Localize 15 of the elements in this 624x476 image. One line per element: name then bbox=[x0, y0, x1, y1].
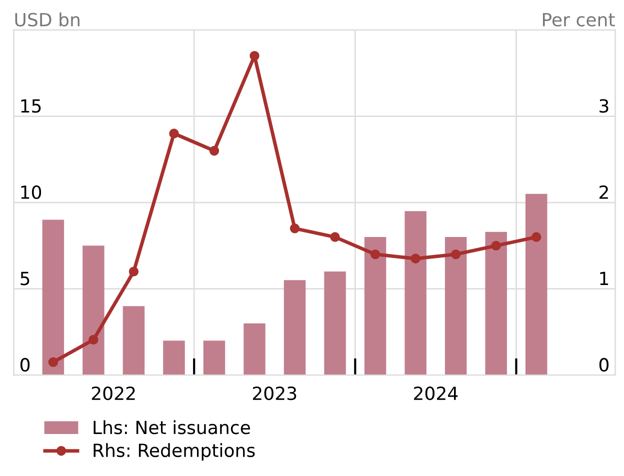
y-tick-label: 15 bbox=[21, 99, 41, 113]
y-tick-label: 5 bbox=[20, 272, 30, 286]
y-tick-label: 0 bbox=[20, 358, 30, 372]
y2-tick-label: 3 bbox=[600, 99, 608, 113]
y2-tick-label: 2 bbox=[600, 185, 608, 199]
y2-axis-title: Per cent bbox=[542, 13, 615, 26]
x-tick-label: 2022 bbox=[92, 386, 135, 400]
x-tick-label: 2024 bbox=[414, 386, 458, 400]
y2-tick-label: 1 bbox=[600, 272, 608, 286]
y-tick-label: 10 bbox=[21, 185, 42, 200]
y2-tick-label: 0 bbox=[599, 358, 609, 372]
x-tick-label: 2023 bbox=[252, 386, 296, 400]
legend-label: Lhs: Net issuance bbox=[94, 420, 250, 434]
legend-label: Rhs: Redemptions bbox=[94, 443, 255, 461]
y-axis-title: USD bn bbox=[15, 12, 80, 26]
